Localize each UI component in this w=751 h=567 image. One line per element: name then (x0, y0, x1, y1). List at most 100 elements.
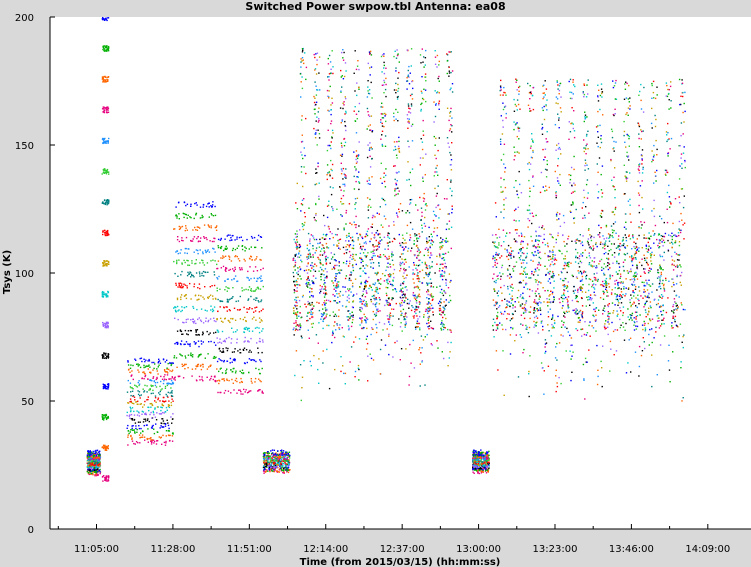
data-point (92, 464, 94, 466)
data-point (88, 466, 90, 469)
data-point (102, 79, 104, 81)
data-point (309, 317, 311, 320)
data-point (432, 328, 435, 330)
data-point (441, 275, 443, 277)
data-point (258, 378, 260, 380)
data-point (434, 115, 437, 118)
data-point (326, 149, 329, 152)
data-point (105, 296, 108, 298)
data-point (199, 227, 201, 229)
data-point (234, 255, 236, 258)
data-point (92, 471, 94, 473)
data-point (376, 212, 378, 214)
data-point (106, 476, 108, 478)
data-point (93, 465, 96, 468)
data-point (164, 423, 167, 425)
data-point (368, 276, 370, 279)
data-point (425, 203, 427, 205)
data-point (415, 267, 417, 270)
data-point (202, 203, 205, 206)
data-point (141, 434, 144, 436)
data-point (189, 282, 191, 285)
data-point (97, 474, 99, 476)
data-point (186, 203, 189, 205)
data-point (190, 203, 192, 205)
data-point (171, 370, 173, 373)
data-point (300, 210, 302, 212)
data-point (408, 146, 410, 148)
data-point (386, 281, 388, 283)
data-point (272, 456, 274, 458)
data-point (472, 468, 474, 471)
data-point (101, 446, 103, 449)
data-point (366, 128, 368, 130)
data-point (250, 359, 252, 361)
data-point (419, 270, 421, 273)
data-point (327, 144, 329, 147)
data-point (392, 280, 394, 282)
data-point (324, 307, 327, 309)
data-point (387, 248, 389, 250)
data-point (409, 112, 412, 114)
data-point (157, 373, 159, 375)
data-point (343, 145, 346, 147)
data-point (395, 171, 398, 174)
data-point (180, 285, 183, 287)
data-point (147, 360, 149, 362)
data-point (427, 289, 429, 291)
data-point (283, 472, 285, 474)
data-point (343, 190, 345, 192)
data-point (333, 288, 335, 290)
data-point (364, 281, 366, 283)
data-point (402, 249, 405, 251)
data-point (105, 201, 107, 203)
data-point (257, 389, 260, 392)
data-point (308, 207, 310, 209)
data-point (430, 233, 432, 235)
data-point (419, 347, 421, 349)
data-point (356, 232, 358, 235)
data-point (248, 390, 250, 392)
data-point (103, 322, 105, 325)
data-point (414, 326, 417, 328)
data-point (175, 357, 178, 359)
data-point (211, 214, 213, 216)
data-point (105, 357, 107, 360)
data-point (349, 316, 352, 318)
data-point (310, 256, 312, 258)
data-point (379, 233, 381, 235)
data-point (295, 322, 297, 324)
data-point (375, 289, 377, 291)
data-point (137, 411, 140, 413)
data-point (326, 174, 328, 176)
data-point (198, 345, 200, 348)
data-point (428, 282, 430, 284)
data-point (329, 85, 331, 88)
data-point (480, 470, 482, 472)
data-point (325, 299, 328, 301)
data-point (162, 382, 165, 385)
data-point (227, 390, 230, 392)
data-point (427, 275, 429, 278)
data-point (447, 213, 449, 215)
data-point (232, 359, 235, 361)
data-point (281, 466, 283, 468)
data-point (260, 319, 262, 321)
data-point (108, 200, 110, 203)
data-point (367, 252, 369, 254)
data-point (104, 479, 106, 481)
data-point (443, 291, 446, 293)
data-point (216, 360, 219, 363)
data-point (93, 457, 96, 459)
data-point (361, 327, 363, 330)
data-point (352, 253, 354, 256)
data-point (178, 225, 180, 228)
data-point (446, 179, 448, 181)
data-point (391, 297, 393, 299)
data-point (89, 452, 91, 454)
data-point (439, 256, 441, 258)
data-point (385, 77, 387, 80)
data-point (331, 280, 333, 282)
data-point (217, 278, 219, 280)
data-point (164, 361, 167, 363)
